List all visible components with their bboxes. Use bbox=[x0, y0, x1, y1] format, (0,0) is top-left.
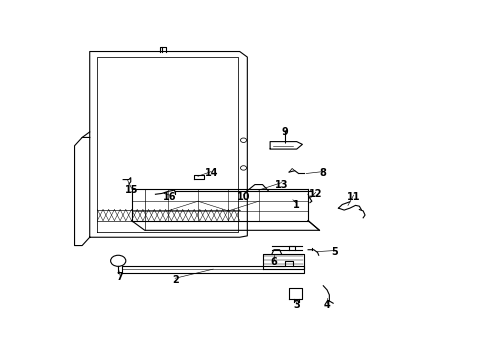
Text: 8: 8 bbox=[320, 168, 327, 179]
Text: 4: 4 bbox=[324, 300, 330, 310]
Text: 3: 3 bbox=[294, 300, 300, 310]
Text: 11: 11 bbox=[347, 192, 361, 202]
Text: 7: 7 bbox=[117, 273, 123, 283]
Text: 13: 13 bbox=[275, 180, 288, 190]
Text: 5: 5 bbox=[331, 247, 338, 257]
Circle shape bbox=[241, 166, 246, 170]
Text: 2: 2 bbox=[172, 275, 178, 285]
Text: 14: 14 bbox=[204, 168, 218, 179]
Text: 1: 1 bbox=[294, 201, 300, 210]
Text: 10: 10 bbox=[237, 192, 250, 202]
Text: 12: 12 bbox=[309, 189, 322, 199]
Circle shape bbox=[241, 138, 246, 143]
Text: 15: 15 bbox=[125, 185, 138, 195]
Text: 9: 9 bbox=[282, 127, 289, 137]
Text: 16: 16 bbox=[163, 192, 176, 202]
Text: 6: 6 bbox=[270, 257, 277, 267]
